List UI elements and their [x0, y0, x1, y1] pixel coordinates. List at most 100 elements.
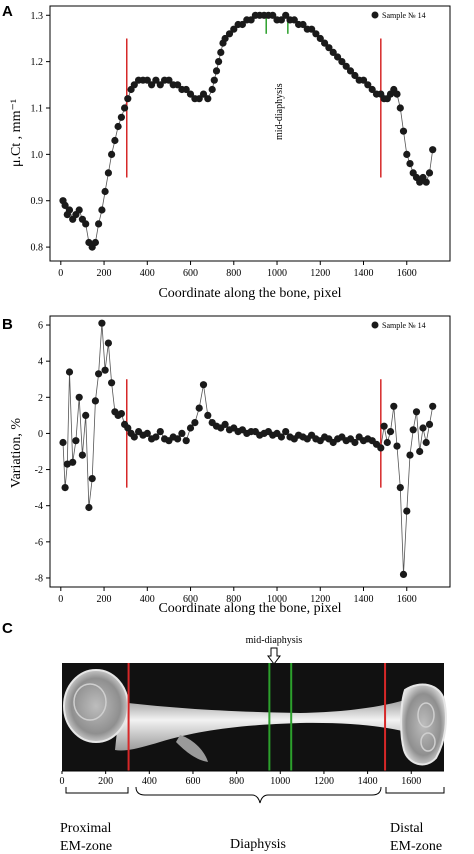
- panel-b-y-tick-label: -4: [35, 501, 43, 512]
- panel-a-data-point: [108, 150, 116, 158]
- panel-a-y-tick-label: 1.2: [31, 57, 44, 68]
- distal-zone-label-line1: Distal: [390, 821, 424, 836]
- panel-c-zone-lines: [127, 663, 387, 771]
- panel-b-data-point: [282, 428, 290, 436]
- panel-b-data-point: [65, 368, 74, 376]
- panel-a-data-point: [82, 220, 90, 228]
- panel-b-y-tick-label: 4: [38, 357, 43, 368]
- panel-a-y-tick-label: 0.8: [31, 243, 44, 254]
- panel-a-data-point: [399, 127, 408, 135]
- panel-c-x-tick-label: 200: [98, 776, 113, 787]
- panel-a-data-point: [312, 30, 320, 38]
- panel-a-data-point: [215, 58, 223, 66]
- panel-a-data-point: [429, 146, 437, 154]
- panel-b-data-point: [204, 411, 212, 419]
- panel-a-data-point: [230, 25, 238, 33]
- panel-c-x-tick-label: 1400: [358, 776, 378, 787]
- panel-b-x-tick-label: 1000: [267, 594, 287, 605]
- panel-a-data-point: [208, 85, 216, 94]
- panel-b-data-point: [78, 451, 86, 459]
- panel-b-data-point: [383, 438, 391, 447]
- panel-a-data-point: [156, 81, 164, 89]
- diaphysis-bracket: [135, 786, 382, 804]
- panel-c-x-tick-label: 1200: [314, 776, 334, 787]
- panel-a-data-point: [91, 238, 99, 247]
- panel-a-x-tick-label: 1400: [354, 268, 374, 279]
- panel-a-data-point: [364, 81, 372, 89]
- panel-a-data-point: [199, 90, 208, 98]
- panel-b-data-point: [104, 339, 112, 347]
- panel-b-data-point: [377, 444, 385, 452]
- panel-a-data-point: [321, 39, 329, 47]
- panel-a-data-point: [316, 34, 324, 43]
- panel-c-letter: C: [2, 620, 13, 637]
- panel-a-data-point: [174, 81, 182, 89]
- panel-a-data-point: [182, 85, 190, 94]
- panel-b-letter: B: [2, 316, 13, 333]
- panel-b-data-point: [108, 379, 116, 387]
- panel-a-y-tick-label: 1.3: [31, 11, 44, 22]
- panel-b-data-point: [419, 424, 427, 432]
- panel-b-x-tick-label: 1400: [354, 594, 374, 605]
- panel-b-data-point: [416, 447, 424, 456]
- panel-b-data-point: [199, 381, 208, 389]
- panel-b-marks: [59, 319, 437, 579]
- panel-a-plot-frame: [49, 5, 451, 262]
- panel-a-x-tick-label: 600: [183, 268, 198, 279]
- panel-a-data-point: [393, 90, 401, 98]
- panel-b-data-point: [191, 419, 199, 427]
- panel-a-data-point: [210, 76, 218, 84]
- panel-a-x-axis-label: Coordinate along the bone, pixel: [158, 286, 341, 301]
- panel-b-data-point: [143, 429, 151, 437]
- panel-b-data-point: [61, 484, 69, 492]
- panel-b-data-point: [72, 437, 80, 445]
- panel-a-data-point: [143, 76, 151, 84]
- panel-a-data-point: [217, 48, 225, 57]
- panel-a-y-tick-label: 1.1: [31, 104, 44, 115]
- panel-b-legend: Sample № 14: [371, 321, 426, 330]
- panel-a-data-point: [114, 122, 122, 131]
- panel-a-x-tick-label: 1600: [397, 268, 417, 279]
- panel-a: A 0.8 0.9 1.0 1.1 1.2 1.3 0 200 400 600 800 1000 12…: [2, 3, 451, 301]
- panel-b-data-point: [393, 442, 401, 450]
- panel-c-x-tick-label: 400: [142, 776, 157, 787]
- panel-a-data-point: [221, 34, 229, 43]
- panel-b-data-point: [409, 426, 417, 434]
- panel-b-y-axis-label: Variation, %: [9, 418, 24, 488]
- panel-a-data-point: [269, 11, 277, 19]
- panel-a-data-point: [195, 95, 203, 103]
- panel-c-x-tick-label: 0: [60, 776, 65, 787]
- panel-a-data-point: [65, 206, 74, 214]
- panel-b-data-point: [95, 370, 103, 378]
- panel-b-data-point: [69, 458, 77, 466]
- proximal-zone-bracket: [65, 787, 129, 794]
- panel-a-data-point: [212, 67, 221, 75]
- panel-a-y-tick-label: 1.0: [31, 150, 44, 161]
- panel-a-data-point: [165, 76, 173, 84]
- panel-a-data-point: [308, 25, 316, 33]
- panel-c-x-tick-label: 1000: [270, 776, 290, 787]
- panel-a-data-point: [204, 95, 212, 103]
- panel-b-data-point: [130, 433, 138, 441]
- panel-b-y-tick-label: 6: [38, 321, 43, 332]
- panel-c-x-tick-label: 800: [229, 776, 244, 787]
- diaphysis-label: Diaphysis: [230, 837, 286, 852]
- panel-b-data-point: [425, 420, 434, 428]
- panel-b-data-point: [91, 397, 99, 405]
- panel-b-legend-label: Sample № 14: [382, 321, 426, 330]
- panel-b-x-tick-label: 1200: [310, 594, 330, 605]
- panel-b-data-point: [178, 429, 186, 437]
- panel-a-mid-diaphysis-label: mid-diaphysis: [274, 83, 285, 140]
- panel-b: B -8 -6 -4 -2 0 2 4 6 0 200 400 600 800 1000 1200 1400…: [2, 315, 451, 616]
- panel-a-data-point: [104, 169, 112, 177]
- panel-a-data-point: [282, 11, 290, 19]
- panel-a-data-point: [342, 62, 350, 70]
- panel-b-y-tick-label: -6: [35, 537, 43, 548]
- panel-b-x-axis-label: Coordinate along the bone, pixel: [158, 601, 341, 616]
- panel-b-data-point: [98, 319, 106, 327]
- panel-b-x-tick-label: 400: [140, 594, 155, 605]
- panel-a-letter: A: [2, 3, 13, 20]
- panel-b-data-point: [182, 437, 190, 445]
- panel-b-legend-marker: [371, 321, 379, 329]
- mid-diaphysis-arrow-icon: [267, 647, 281, 665]
